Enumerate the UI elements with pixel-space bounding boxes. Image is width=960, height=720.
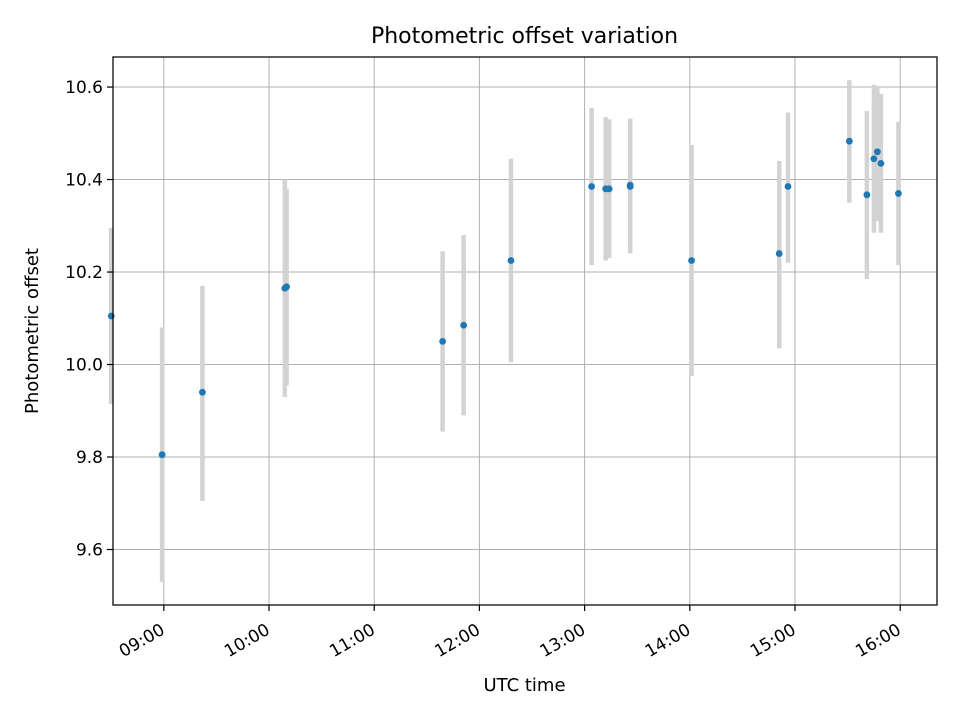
y-axis-ticks: 9.6 9.8 10.0 10.2 10.4 10.6 <box>65 78 113 561</box>
data-point <box>107 312 115 320</box>
y-tick-label: 10.6 <box>65 78 103 98</box>
data-point <box>775 250 783 257</box>
data-point <box>870 155 878 163</box>
x-tick-label: 16:00 <box>852 620 904 662</box>
data-point <box>460 321 468 329</box>
y-tick-label: 9.6 <box>76 541 103 561</box>
data-point <box>507 257 515 264</box>
error-bars <box>108 80 901 582</box>
data-point <box>605 185 613 193</box>
x-tick-label: 09:00 <box>116 620 168 662</box>
data-point <box>877 159 885 167</box>
data-point <box>873 148 881 156</box>
x-axis-label: UTC time <box>483 675 565 696</box>
x-tick-label: 14:00 <box>642 620 694 662</box>
data-point <box>863 191 871 199</box>
data-points <box>107 137 902 459</box>
chart-title: Photometric offset variation <box>371 24 678 49</box>
y-tick-label: 10.0 <box>65 356 103 376</box>
data-point <box>199 388 206 396</box>
y-tick-label: 10.4 <box>65 171 103 191</box>
x-tick-label: 12:00 <box>431 620 483 662</box>
x-tick-label: 10:00 <box>221 620 273 662</box>
data-point <box>784 183 792 190</box>
y-tick-label: 10.2 <box>65 263 103 283</box>
data-point <box>626 181 634 189</box>
x-tick-label: 11:00 <box>326 620 378 662</box>
x-axis-ticks: 09:00 10:00 11:00 12:00 13:00 14:00 15:00 16:00 <box>116 605 905 662</box>
data-point <box>895 190 902 197</box>
data-point <box>588 183 596 190</box>
grid <box>113 57 937 605</box>
y-axis-label: Photometric offset <box>22 248 43 414</box>
x-tick-label: 13:00 <box>537 620 589 662</box>
x-tick-label: 15:00 <box>747 620 799 662</box>
data-point <box>688 257 695 264</box>
data-point <box>158 451 166 459</box>
data-point <box>845 137 853 145</box>
data-point <box>439 338 446 345</box>
y-tick-label: 9.8 <box>76 448 103 468</box>
data-point <box>283 283 290 291</box>
plot-area <box>112 56 938 606</box>
